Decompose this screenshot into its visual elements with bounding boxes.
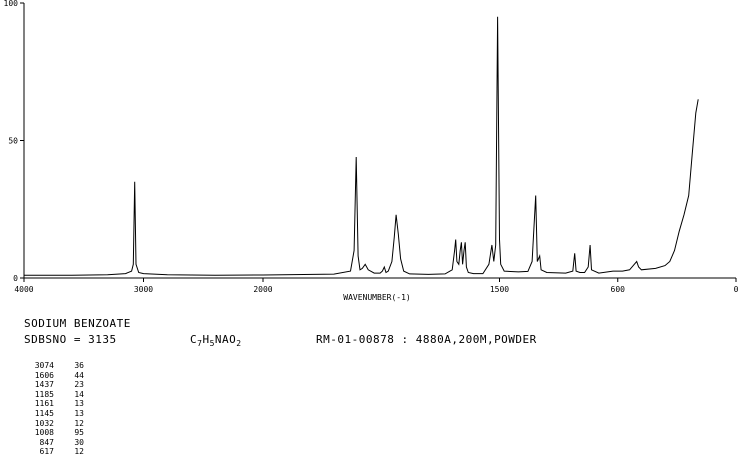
peak-row: 1145 13 xyxy=(24,409,84,419)
compound-name: SODIUM BENZOATE xyxy=(24,317,131,330)
measurement-conditions: RM-01-00878 : 4880A,200M,POWDER xyxy=(316,333,537,346)
peak-intensity: 14 xyxy=(74,389,84,399)
peak-wavenumber: 1008 xyxy=(34,428,54,438)
x-tick-label: 0 xyxy=(734,285,738,294)
peak-intensity: 13 xyxy=(74,408,84,418)
x-axis-label: WAVENUMBER(-1) xyxy=(343,293,410,302)
peak-row: 617 12 xyxy=(24,447,84,457)
peak-intensity: 36 xyxy=(74,361,84,370)
x-tick-label: 3000 xyxy=(134,285,153,294)
x-tick-label: 4000 xyxy=(14,285,33,294)
chart-axes xyxy=(23,3,736,279)
sdbs-number: SDBSNO = 3135 xyxy=(24,333,117,346)
peak-intensity: 23 xyxy=(74,380,84,390)
peak-table: 3074 36 1606 44 1437 23 1185 14 1161 13 1145 13 1032… xyxy=(24,361,84,457)
peak-intensity: 44 xyxy=(74,370,84,380)
peak-wavenumber: 1032 xyxy=(34,418,54,428)
peak-intensity: 12 xyxy=(74,418,84,428)
x-tick-label: 2000 xyxy=(253,285,272,294)
y-tick-label: 100 xyxy=(4,0,19,8)
y-tick-label: 0 xyxy=(13,274,18,283)
x-tick-label: 600 xyxy=(611,285,626,294)
peak-wavenumber: 1185 xyxy=(34,389,54,399)
peak-wavenumber: 847 xyxy=(39,437,54,447)
peak-intensity: 30 xyxy=(74,437,84,447)
peak-intensity: 13 xyxy=(74,399,84,409)
peak-wavenumber: 1145 xyxy=(34,408,54,418)
peak-row: 1032 12 xyxy=(24,419,84,429)
peak-wavenumber: 1161 xyxy=(34,399,54,409)
peak-wavenumber: 1606 xyxy=(34,370,54,380)
chart-ticks: 4000 3000 2000 1500 600 0 0 50 100 xyxy=(4,0,738,294)
y-tick-label: 50 xyxy=(8,137,18,146)
peak-wavenumber: 617 xyxy=(39,447,54,457)
peak-row: 3074 36 xyxy=(24,361,84,371)
peak-wavenumber: 3074 xyxy=(34,361,54,370)
peak-row: 1008 95 xyxy=(24,428,84,438)
peak-row: 1606 44 xyxy=(24,371,84,381)
x-tick-label: 1500 xyxy=(490,285,509,294)
spectrum-line xyxy=(24,16,699,276)
peak-row: 1437 23 xyxy=(24,380,84,390)
peak-intensity: 95 xyxy=(74,428,84,438)
peak-intensity: 12 xyxy=(74,447,84,457)
peak-row: 847 30 xyxy=(24,438,84,448)
peak-row: 1161 13 xyxy=(24,399,84,409)
peak-row: 1185 14 xyxy=(24,390,84,400)
peak-wavenumber: 1437 xyxy=(34,380,54,390)
raman-spectrum-chart: 4000 3000 2000 1500 600 0 0 50 100 WAVENUMBER(-1… xyxy=(4,0,738,302)
molecular-formula: C7H5NAO2 xyxy=(190,333,242,349)
